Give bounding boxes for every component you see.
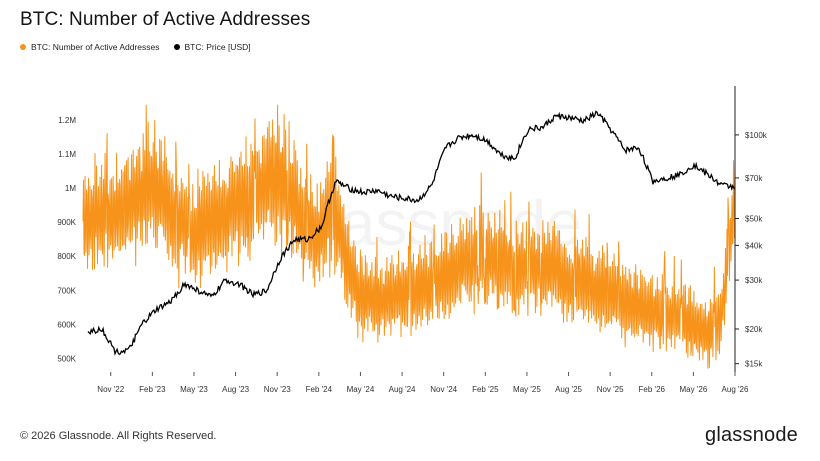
left-tick-label: 500K	[57, 354, 76, 363]
legend-label-active-addresses: BTC: Number of Active Addresses	[31, 42, 160, 52]
right-tick-label: $40k	[745, 241, 763, 250]
x-tick-label: Feb '23	[139, 385, 166, 394]
right-axis: $15k $20k $30k $40k $50k $70k $100k	[735, 131, 768, 369]
right-tick-label: $15k	[745, 360, 763, 369]
left-tick-label: 1.1M	[58, 150, 76, 159]
legend-swatch-black	[173, 44, 180, 50]
x-tick-label: Aug '26	[722, 385, 749, 394]
legend-swatch-orange	[20, 44, 26, 50]
x-axis: Nov '22 Feb '23 May '23 Aug '23 Nov '23 Feb '…	[97, 372, 749, 394]
glassnode-logo[interactable]: glassnode	[705, 424, 798, 446]
chart-legend: BTC: Number of Active Addresses BTC: Pri…	[20, 42, 251, 52]
right-tick-label: $20k	[745, 325, 763, 334]
series-price-line	[87, 110, 736, 356]
x-tick-label: Aug '23	[222, 385, 249, 394]
x-tick-label: Nov '24	[430, 385, 457, 394]
right-tick-label: $30k	[745, 276, 763, 285]
series-active-addresses-line	[82, 104, 736, 369]
x-tick-label: Nov '25	[597, 385, 624, 394]
x-tick-label: May '24	[347, 385, 375, 394]
right-tick-label: $100k	[745, 131, 768, 140]
right-tick-label: $70k	[745, 174, 763, 183]
left-tick-label: 700K	[57, 286, 76, 295]
left-tick-label: 600K	[57, 320, 76, 329]
x-tick-label: Nov '23	[264, 385, 291, 394]
x-tick-label: Feb '25	[472, 385, 499, 394]
x-tick-label: Nov '22	[97, 385, 124, 394]
legend-item-active-addresses[interactable]: BTC: Number of Active Addresses	[20, 42, 160, 52]
x-tick-label: Aug '24	[389, 385, 416, 394]
chart-title: BTC: Number of Active Addresses	[20, 9, 311, 30]
left-tick-label: 900K	[57, 218, 76, 227]
left-tick-label: 1.2M	[58, 116, 76, 125]
x-tick-label: Feb '26	[639, 385, 666, 394]
legend-item-price[interactable]: BTC: Price [USD]	[173, 42, 251, 52]
legend-label-price: BTC: Price [USD]	[184, 42, 251, 52]
x-tick-label: Aug '25	[555, 385, 582, 394]
left-axis: 500K 600K 700K 800K 900K 1M 1.1M 1.2M	[57, 116, 76, 363]
left-tick-label: 1M	[65, 184, 76, 193]
left-tick-label: 800K	[57, 252, 76, 261]
right-tick-label: $50k	[745, 214, 763, 223]
x-tick-label: Feb '24	[306, 385, 333, 394]
x-tick-label: May '26	[680, 385, 708, 394]
x-tick-label: May '25	[513, 385, 541, 394]
footer-copyright: © 2026 Glassnode. All Rights Reserved.	[20, 430, 217, 442]
x-tick-label: May '23	[180, 385, 208, 394]
